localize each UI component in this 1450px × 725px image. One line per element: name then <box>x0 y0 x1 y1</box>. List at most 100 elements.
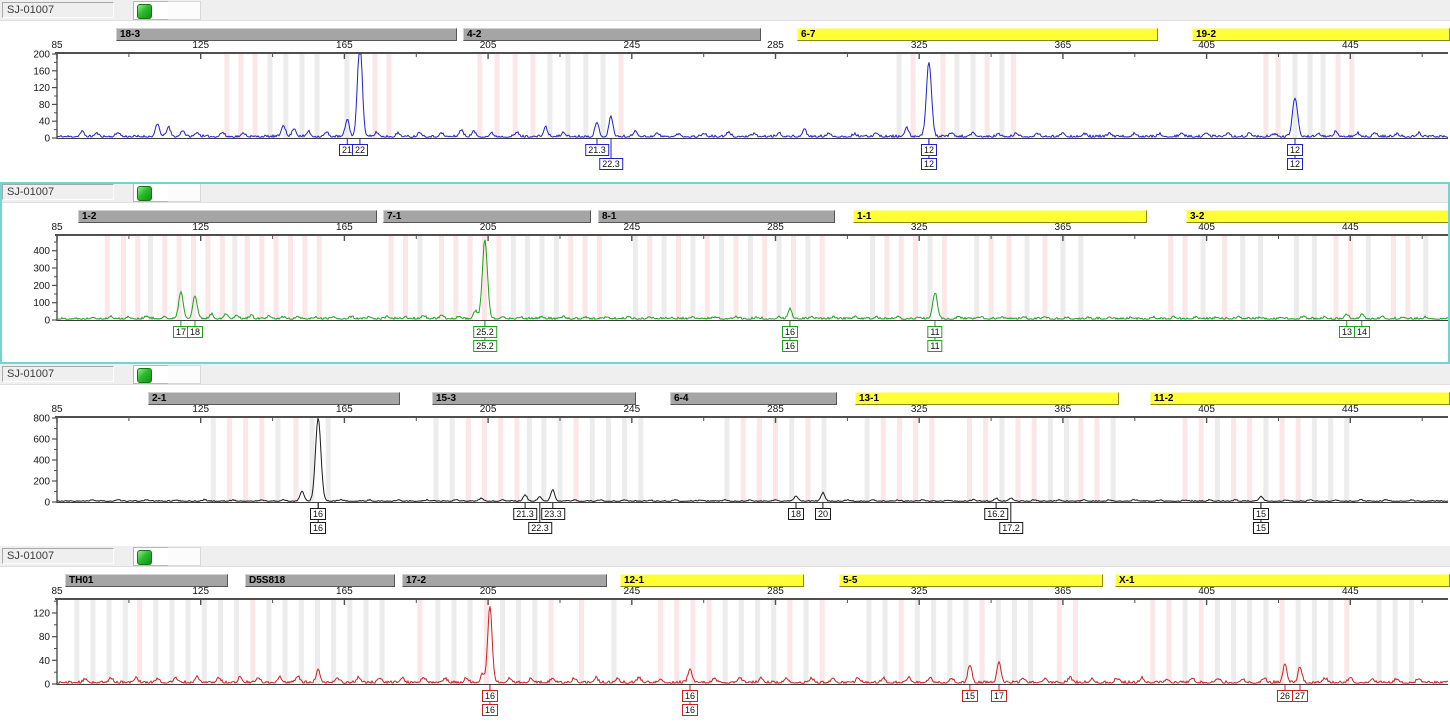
sample-enabled-icon[interactable] <box>137 550 152 565</box>
allele-call-label[interactable]: 17 <box>990 690 1008 702</box>
bin-band <box>482 418 487 502</box>
allele-call-label[interactable]: 15 <box>1252 522 1270 534</box>
sample-checkbox[interactable] <box>133 183 169 202</box>
electropherogram-plot[interactable]: 85 125 165 205 245 285 325 365 405 445 0 100 200 300 4… <box>0 203 1450 364</box>
marker-bar[interactable]: 13-1 <box>855 392 1119 405</box>
bin-band <box>1423 236 1429 320</box>
electropherogram-plot[interactable]: 85 125 165 205 245 285 325 365 405 445 0 40 80 120 TH0… <box>0 567 1450 725</box>
allele-call-label[interactable]: 16 <box>781 340 799 352</box>
bin-band <box>403 236 408 320</box>
marker-bar[interactable]: 15-3 <box>432 392 636 405</box>
x-tick-label: 165 <box>336 404 353 415</box>
allele-call-label[interactable]: 25.2 <box>473 326 497 338</box>
allele-call-label[interactable]: 15 <box>1252 508 1270 520</box>
bin-band <box>1295 418 1301 502</box>
allele-call-label[interactable]: 15 <box>961 690 979 702</box>
marker-bar[interactable]: 18-3 <box>116 28 457 41</box>
allele-call-label[interactable]: 12 <box>1286 158 1304 170</box>
allele-call-label[interactable]: 12 <box>1286 144 1304 156</box>
x-major-tick <box>1062 600 1064 605</box>
allele-call-label[interactable]: 16.2 <box>984 508 1008 520</box>
x-tick-label: 445 <box>1342 222 1359 233</box>
bin-band <box>548 600 554 684</box>
marker-bar[interactable]: 17-2 <box>402 574 607 587</box>
allele-call-label[interactable]: 23.3 <box>541 508 565 520</box>
x-major-tick <box>487 54 489 59</box>
y-tick-label: 200 <box>33 50 50 61</box>
x-minor-tick <box>703 418 705 421</box>
marker-bar[interactable]: 5-5 <box>839 574 1103 587</box>
allele-call-label[interactable]: 22.3 <box>599 158 623 170</box>
allele-call-label[interactable]: 16 <box>309 522 327 534</box>
marker-bar[interactable]: X-1 <box>1115 574 1450 587</box>
sample-checkbox[interactable] <box>133 365 169 384</box>
marker-bar[interactable]: D5S818 <box>245 574 395 587</box>
allele-call-label[interactable]: 11 <box>927 326 943 338</box>
bin-band <box>1376 600 1382 684</box>
plot-canvas[interactable]: 85 125 165 205 245 285 325 365 405 445 0 200 400 600 8… <box>0 385 1450 546</box>
sample-trace-panel: SJ-01007 85 125 165 205 245 285 325 365 405 445 0 4… <box>0 546 1450 725</box>
marker-bar[interactable]: 19-2 <box>1192 28 1450 41</box>
allele-call-label[interactable]: 27 <box>1291 690 1309 702</box>
allele-call-label[interactable]: 11 <box>927 340 943 352</box>
plot-canvas[interactable]: 85 125 165 205 245 285 325 365 405 445 0 100 200 300 4… <box>0 203 1450 364</box>
allele-call-label[interactable]: 20 <box>814 508 832 520</box>
bin-band <box>983 418 989 502</box>
marker-label: 19-2 <box>1196 29 1217 40</box>
sample-checkbox[interactable] <box>133 1 169 20</box>
allele-call-label[interactable]: 26 <box>1276 690 1294 702</box>
marker-bar[interactable]: 3-2 <box>1186 210 1450 223</box>
allele-call-label[interactable]: 21.3 <box>585 144 609 156</box>
bin-band <box>467 600 473 684</box>
allele-call-label[interactable]: 16 <box>681 704 699 716</box>
x-major-tick <box>1062 54 1064 59</box>
marker-bar[interactable]: 6-7 <box>797 28 1158 41</box>
marker-bar[interactable]: 1-2 <box>78 210 377 223</box>
bin-band <box>1408 600 1414 684</box>
allele-call-label[interactable]: 14 <box>1353 326 1371 338</box>
allele-call-label[interactable]: 16 <box>781 326 799 338</box>
allele-call-label[interactable]: 12 <box>920 144 938 156</box>
plot-canvas[interactable]: 85 125 165 205 245 285 325 365 405 445 0 40 80 120 <box>0 567 1450 725</box>
allele-call-label[interactable]: 22 <box>351 144 369 156</box>
allele-call-label[interactable]: 25.2 <box>473 340 497 352</box>
marker-bar[interactable]: 7-1 <box>383 210 591 223</box>
allele-call-label[interactable]: 13 <box>1338 326 1356 338</box>
allele-call-label[interactable]: 18 <box>186 326 204 338</box>
electropherogram-plot[interactable]: 85 125 165 205 245 285 325 365 405 445 0 40 80 120 160… <box>0 21 1450 182</box>
allele-call-label[interactable]: 22.3 <box>528 522 552 534</box>
allele-call-label[interactable]: 16 <box>681 690 699 702</box>
allele-call-label[interactable]: 21.3 <box>513 508 537 520</box>
x-tick-label: 245 <box>623 40 640 51</box>
allele-call-label[interactable]: 16 <box>481 690 499 702</box>
y-minor-tick <box>54 470 57 471</box>
allele-call-label[interactable]: 12 <box>920 158 938 170</box>
bin-band <box>218 600 223 684</box>
y-major-tick <box>52 659 57 661</box>
allele-call-label[interactable]: 18 <box>787 508 805 520</box>
marker-bar[interactable]: 4-2 <box>463 28 761 41</box>
x-tick-label: 285 <box>767 586 784 597</box>
marker-bar[interactable]: 11-2 <box>1150 392 1450 405</box>
electropherogram-plot[interactable]: 85 125 165 205 245 285 325 365 405 445 0 200 400 600 8… <box>0 385 1450 546</box>
sample-checkbox[interactable] <box>133 547 169 566</box>
x-major-tick <box>1349 418 1351 423</box>
marker-bar[interactable]: 12-1 <box>620 574 804 587</box>
marker-bar[interactable]: 1-1 <box>853 210 1147 223</box>
y-major-tick <box>52 70 57 72</box>
marker-bar[interactable]: TH01 <box>65 574 228 587</box>
sample-enabled-icon[interactable] <box>137 4 152 19</box>
x-major-tick <box>1349 600 1351 605</box>
x-tick-label: 285 <box>767 40 784 51</box>
marker-bar[interactable]: 2-1 <box>148 392 400 405</box>
allele-call-label[interactable]: 16 <box>481 704 499 716</box>
plot-canvas[interactable]: 85 125 165 205 245 285 325 365 405 445 0 40 80 120 160… <box>0 21 1450 182</box>
allele-call-label[interactable]: 16 <box>309 508 327 520</box>
sample-enabled-icon[interactable] <box>137 186 152 201</box>
marker-bar[interactable]: 6-4 <box>670 392 837 405</box>
allele-call-label[interactable]: 17.2 <box>999 522 1023 534</box>
sample-enabled-icon[interactable] <box>137 368 152 383</box>
bin-band <box>821 418 827 502</box>
bin-band <box>970 54 976 138</box>
marker-bar[interactable]: 8-1 <box>598 210 835 223</box>
